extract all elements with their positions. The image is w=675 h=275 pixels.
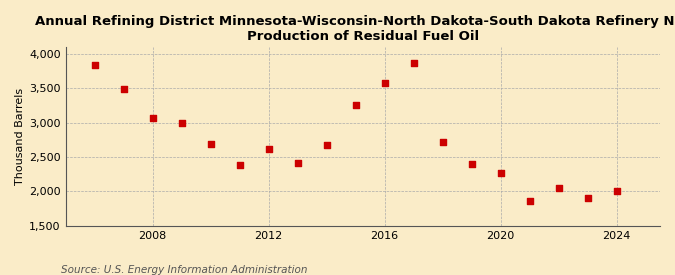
Point <box>437 140 448 144</box>
Point <box>524 199 535 203</box>
Point <box>292 160 303 165</box>
Point <box>495 171 506 175</box>
Point <box>611 189 622 194</box>
Point <box>466 162 477 166</box>
Point <box>176 121 187 126</box>
Point <box>263 147 274 152</box>
Point <box>553 186 564 190</box>
Point <box>89 63 100 67</box>
Point <box>118 87 129 91</box>
Point <box>582 196 593 200</box>
Point <box>379 81 390 85</box>
Y-axis label: Thousand Barrels: Thousand Barrels <box>15 88 25 185</box>
Point <box>205 142 216 146</box>
Point <box>147 116 158 120</box>
Point <box>321 143 332 148</box>
Point <box>408 60 419 65</box>
Text: Source: U.S. Energy Information Administration: Source: U.S. Energy Information Administ… <box>61 265 307 275</box>
Title: Annual Refining District Minnesota-Wisconsin-North Dakota-South Dakota Refinery : Annual Refining District Minnesota-Wisco… <box>36 15 675 43</box>
Point <box>350 103 361 108</box>
Point <box>234 163 245 167</box>
